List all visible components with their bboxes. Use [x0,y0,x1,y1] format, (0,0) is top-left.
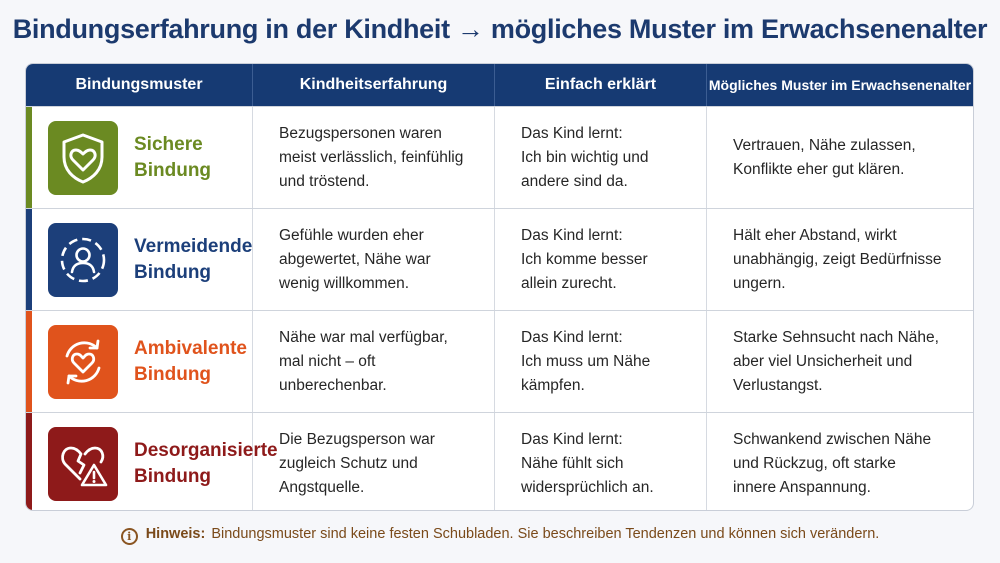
text-line: Vertrauen, Nähe zulassen, [733,136,916,154]
type-label-line: Bindung [134,465,212,487]
text-line: unberechenbar. [279,376,387,394]
explained-cell: Das Kind lernt: Nähe fühlt sich widerspr… [495,413,707,510]
row-accent [26,311,32,412]
text-line: Hält eher Abstand, wirkt [733,226,897,244]
text-line: unabhängig, zeigt Bedürfnisse [733,250,942,268]
type-label: Vermeidende Bindung [134,234,252,286]
type-label-line: Vermeidende [134,235,253,257]
hint-text: Bindungsmuster sind keine festen Schubla… [211,526,880,542]
text-line: Die Bezugsperson war [279,430,435,448]
childhood-cell: Die Bezugsperson war zugleich Schutz und… [253,413,495,510]
type-label-line: Bindung [134,261,212,283]
header-einfach-erklaert: Einfach erklärt [495,64,707,106]
text-line: Schwankend zwischen Nähe [733,430,932,448]
adult-cell: Hält eher Abstand, wirkt unabhängig, zei… [707,209,973,310]
heart-cycle-icon [48,324,118,399]
adult-cell: Vertrauen, Nähe zulassen, Konflikte eher… [707,107,973,208]
table-row: Desorganisierte Bindung Die Bezugsperson… [26,412,973,510]
text-line: widersprüchlich an. [521,478,654,496]
text-line: Das Kind lernt: [521,226,623,244]
attachment-table: Bindungsmuster Kindheitserfahrung Einfac… [25,63,974,511]
text-line: aber viel Unsicherheit und [733,352,913,370]
text-line: kämpfen. [521,376,585,394]
text-line: Starke Sehnsucht nach Nähe, [733,328,939,346]
table-header: Bindungsmuster Kindheitserfahrung Einfac… [26,64,973,106]
text-line: meist verlässlich, feinfühlig [279,148,464,166]
text-line: andere sind da. [521,172,628,190]
header-kindheitserfahrung: Kindheitserfahrung [253,64,495,106]
table-row: Vermeidende Bindung Gefühle wurden eher … [26,208,973,310]
text-line: mal nicht – oft [279,352,376,370]
info-icon: i [120,528,138,545]
childhood-cell: Bezugspersonen waren meist verlässlich, … [253,107,495,208]
text-line: Konflikte eher gut klären. [733,160,905,178]
type-label: Sichere Bindung [134,132,211,184]
text-line: wenig willkommen. [279,274,410,292]
type-label-line: Sichere [134,133,203,155]
type-cell: Desorganisierte Bindung [26,413,278,510]
text-line: Nähe war mal verfügbar, [279,328,448,346]
type-label: Ambivalente Bindung [134,336,247,388]
text-line: Das Kind lernt: [521,124,623,142]
text-line: und tröstend. [279,172,370,190]
broken-heart-warning-icon [48,426,118,501]
adult-cell: Schwankend zwischen Nähe und Rückzug, of… [707,413,973,510]
header-erwachsenenalter: Mögliches Muster im Erwachsenenalter [708,77,972,93]
text-line: Das Kind lernt: [521,328,623,346]
text-line: Ich bin wichtig und [521,148,649,166]
type-label-line: Bindung [134,363,212,385]
type-label-line: Bindung [134,159,212,181]
type-label: Desorganisierte Bindung [134,438,278,490]
row-accent [26,209,32,310]
type-cell: Sichere Bindung [26,107,253,208]
adult-cell: Starke Sehnsucht nach Nähe, aber viel Un… [707,311,973,412]
table-row: Sichere Bindung Bezugspersonen waren mei… [26,106,973,208]
childhood-cell: Gefühle wurden eher abgewertet, Nähe war… [253,209,495,310]
text-line: Das Kind lernt: [521,430,623,448]
text-line: Verlustangst. [733,376,823,394]
text-line: zugleich Schutz und [279,454,418,472]
hint-note: i Hinweis: Bindungsmuster sind keine feste… [0,526,1000,545]
text-line: Angstquelle. [279,478,365,496]
childhood-cell: Nähe war mal verfügbar, mal nicht – oft … [253,311,495,412]
row-accent [26,107,32,208]
text-line: Gefühle wurden eher [279,226,424,244]
text-line: und Rückzug, oft starke [733,454,896,472]
text-line: Ich komme besser [521,250,648,268]
text-line: abgewertet, Nähe war [279,250,431,268]
type-cell: Vermeidende Bindung [26,209,253,310]
page-title: Bindungserfahrung in der Kindheit → mögl… [12,14,988,44]
hint-label: Hinweis: [145,526,206,542]
type-cell: Ambivalente Bindung [26,311,253,412]
explained-cell: Das Kind lernt: Ich muss um Nähe kämpfen… [495,311,707,412]
table-row: Ambivalente Bindung Nähe war mal verfügb… [26,310,973,412]
text-line: allein zurecht. [521,274,617,292]
shield-heart-icon [48,120,118,195]
type-label-line: Desorganisierte [134,439,278,461]
explained-cell: Das Kind lernt: Ich bin wichtig und ande… [495,107,707,208]
person-circle-icon [48,222,118,297]
text-line: Nähe fühlt sich [521,454,624,472]
row-accent [26,413,32,510]
text-line: Bezugspersonen waren [279,124,442,142]
text-line: innere Anspannung. [733,478,871,496]
header-bindungsmuster: Bindungsmuster [26,64,253,106]
explained-cell: Das Kind lernt: Ich komme besser allein … [495,209,707,310]
type-label-line: Ambivalente [134,337,247,359]
text-line: Ich muss um Nähe [521,352,651,370]
text-line: ungern. [733,274,786,292]
